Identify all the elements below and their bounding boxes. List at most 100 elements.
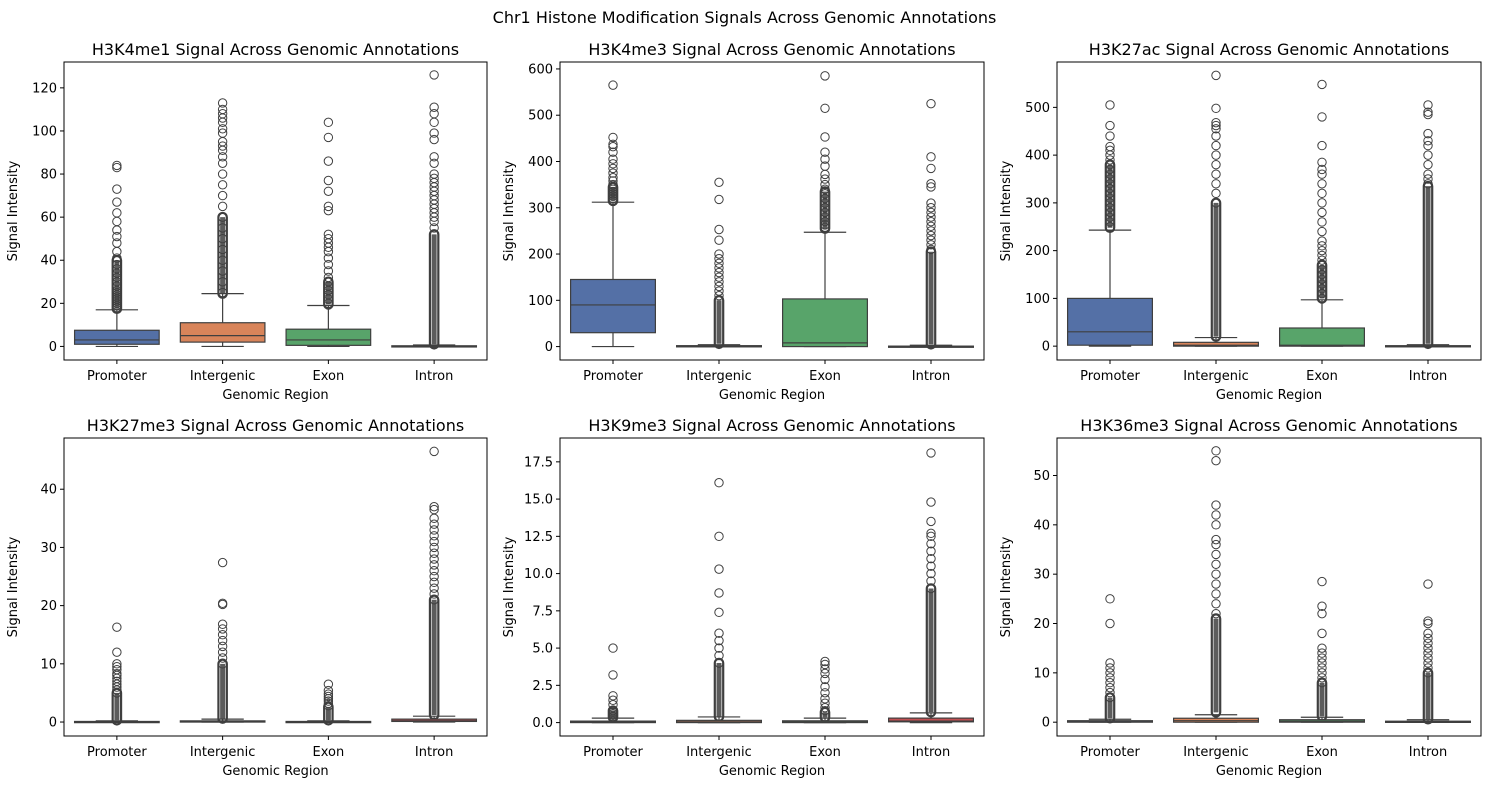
x-tick-label: Intron [1409,745,1447,760]
box-promoter [1066,100,1153,347]
outlier-point [112,197,122,207]
outlier-point [608,176,618,186]
outlier-point [608,186,618,197]
outlier-point [1211,500,1221,510]
box-exon [781,71,868,348]
outlier-point [608,159,618,169]
outlier-point [926,539,936,549]
box-promoter [569,80,656,348]
outlier-point [1211,569,1221,579]
outlier-point [820,220,830,230]
y-tick-label: 200 [528,248,553,263]
outlier-point [323,229,334,240]
outlier-point [1105,159,1115,170]
chart-panel-1: H3K4me1 Signal Across Genomic Annotation… [6,40,488,403]
y-axis-label: Signal Intensity [502,160,517,261]
outlier-point [820,674,830,685]
x-tick-label: Promoter [1080,745,1140,760]
outlier-point [1317,245,1327,256]
outlier-point [429,446,439,457]
outlier-point [1211,446,1221,456]
box-intron [1384,100,1471,350]
outlier-point [1423,658,1433,668]
outlier-point [1317,576,1327,587]
outlier-point [112,659,122,669]
y-tick-label: 20 [40,297,57,312]
outlier-point [820,179,830,190]
outlier-point [1317,293,1327,304]
outlier-point [608,695,618,705]
plot-frame [1056,437,1482,737]
outlier-point [217,109,228,119]
outlier-point [1105,183,1115,194]
box-body [569,278,656,334]
x-tick-label: Exon [313,369,345,384]
outlier-point [820,203,830,213]
outlier-point [820,688,830,698]
outlier-point [1105,155,1115,165]
panel-title: H3K27ac Signal Across Genomic Annotation… [1089,40,1449,59]
box-intron [391,446,478,723]
outlier-point [217,233,228,244]
outlier-point [1105,212,1115,222]
outlier-point [820,132,830,142]
outlier-point [217,124,228,134]
box-exon [285,117,372,348]
box-exon [781,656,868,724]
plot-frame [559,437,985,737]
outlier-point [1423,618,1433,629]
outlier-point [820,147,830,157]
outlier-point [323,259,334,270]
box-body [781,298,868,348]
outlier-point [112,669,122,679]
outlier-point [714,263,724,273]
outlier-point [714,177,724,188]
outlier-point [217,287,228,298]
outlier-point [714,478,724,488]
outlier-point [112,287,122,298]
x-tick-label: Intron [415,745,453,760]
y-tick-label: 0 [1042,340,1050,355]
outlier-point [714,258,724,268]
outlier-point [1105,179,1115,189]
outlier-point [112,216,122,227]
outlier-point [1211,150,1221,160]
outlier-point [1211,549,1221,560]
outlier-point [1423,653,1433,663]
outlier-point [1211,117,1221,128]
outlier-point [323,266,334,276]
y-tick-label: 0 [545,340,553,355]
outlier-point [1105,131,1115,141]
outlier-point [820,656,830,667]
x-tick-label: Intergenic [1183,745,1249,760]
box-intron [391,70,478,350]
chart-panel-2: H3K4me3 Signal Across Genomic Annotation… [502,40,985,403]
outlier-point [112,184,122,194]
outlier-point [714,658,724,668]
outlier-point [1211,599,1221,609]
outlier-point [1317,226,1327,237]
outlier-point [1105,188,1115,199]
outlier-point [112,264,122,274]
outlier-point [926,230,936,241]
outlier-point [608,670,618,680]
outlier-point [429,169,439,179]
outlier-point [1317,260,1327,270]
outlier-point [926,516,936,527]
outlier-point [112,231,122,242]
y-tick-label: 40 [1033,518,1050,533]
outlier-point [1211,169,1221,179]
outlier-band [428,229,440,350]
outlier-point [608,705,618,716]
y-axis-label: Signal Intensity [6,536,21,637]
outlier-point [714,253,724,264]
outlier-point [1105,687,1115,698]
x-tick-label: Exon [809,745,841,760]
outlier-point [1211,103,1221,114]
outlier-point [112,160,122,171]
outlier-point [429,525,439,535]
outlier-point [714,272,724,282]
outlier-point [429,128,439,138]
outlier-point [112,292,122,302]
